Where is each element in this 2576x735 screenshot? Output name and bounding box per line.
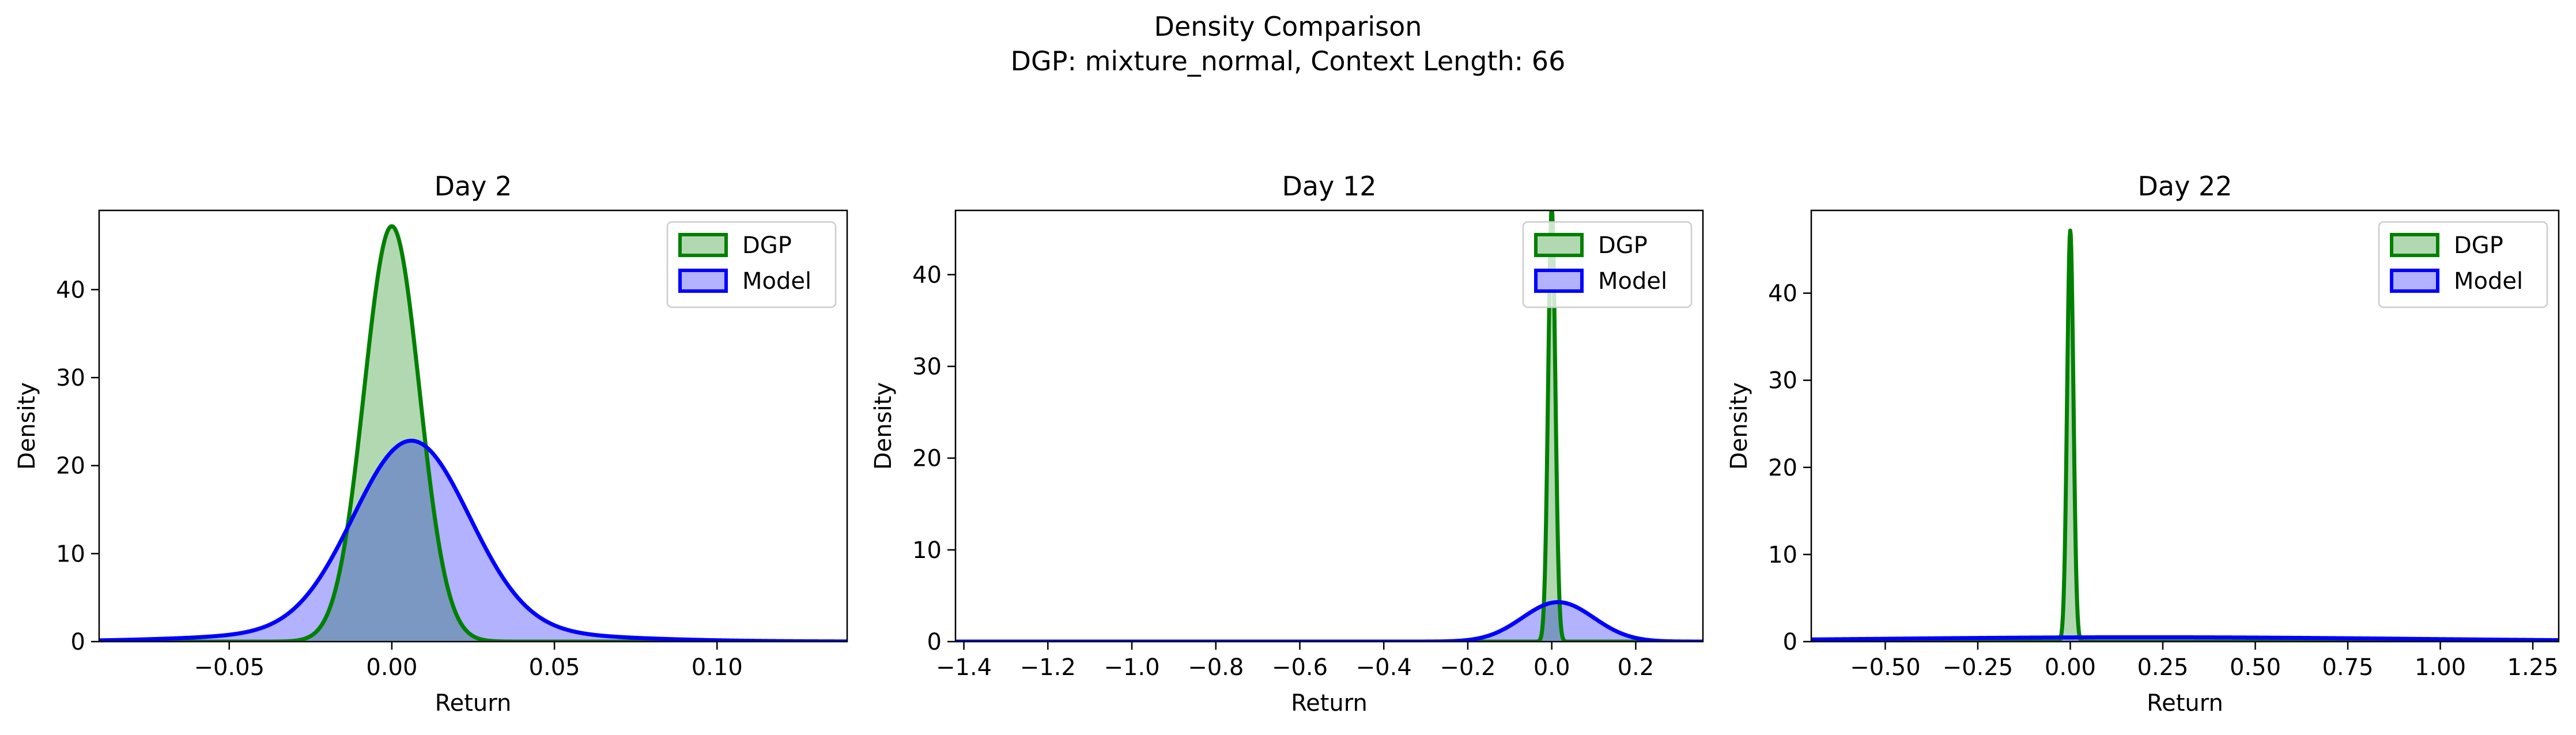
- y-axis-label: Density: [870, 382, 897, 470]
- x-tick-label: −0.50: [1850, 654, 1921, 681]
- plot-area: [955, 210, 1703, 642]
- x-tick-label: 0.10: [692, 654, 743, 681]
- x-tick-label: −0.8: [1188, 654, 1244, 681]
- legend-swatch-dgp: [2390, 233, 2439, 257]
- figure-subtitle: DGP: mixture_normal, Context Length: 66: [1011, 46, 1566, 77]
- y-tick-label: 20: [1768, 455, 1797, 481]
- axes-frame: [1810, 209, 2560, 643]
- axes-frame: [98, 209, 848, 643]
- y-tick-label: 0: [1783, 629, 1797, 655]
- x-tick-label: −1.2: [1020, 654, 1076, 681]
- y-tick-label: 30: [56, 365, 85, 391]
- y-tick-label: 20: [912, 446, 942, 472]
- legend-label: DGP: [2454, 232, 2503, 259]
- y-tick-label: 30: [912, 354, 942, 380]
- x-tick-label: 0.00: [2045, 654, 2096, 681]
- x-tick-label: 0.05: [529, 654, 580, 681]
- model-line: [99, 439, 847, 642]
- y-tick-label: 0: [927, 629, 942, 655]
- legend-swatch-model: [678, 269, 728, 293]
- y-tick-label: 10: [1768, 542, 1797, 568]
- x-tick-label: 0.50: [2230, 654, 2281, 681]
- x-tick-label: −0.6: [1272, 654, 1328, 681]
- model-area: [99, 440, 847, 642]
- x-tick-label: 1.25: [2507, 654, 2559, 681]
- legend-label: DGP: [1598, 232, 1648, 259]
- y-tick-label: 10: [56, 541, 85, 567]
- dgp-area: [955, 210, 1703, 642]
- x-tick-label: −1.4: [936, 654, 992, 681]
- legend-label: Model: [1598, 268, 1667, 295]
- legend-swatch-model: [1534, 269, 1584, 293]
- chart-panel-2: −1.4 −1.2 −1.0 −0.8 −0.6 −0.4 −0.2 0.0 0.2 0 10 20 3…: [870, 171, 1704, 717]
- y-axis-label: Density: [14, 382, 40, 470]
- x-tick-label: −0.4: [1356, 654, 1412, 681]
- overlap-area: [955, 602, 1703, 642]
- chart-title: Day 12: [1282, 171, 1377, 202]
- plot-area: [99, 224, 847, 642]
- y-tick-label: 40: [912, 262, 942, 288]
- x-axis-label: Return: [2147, 690, 2223, 717]
- y-tick-label: 40: [56, 277, 85, 303]
- legend-swatch-dgp: [678, 233, 728, 257]
- x-tick-label: −0.2: [1440, 654, 1495, 681]
- legend: DGP Model: [1522, 221, 1693, 308]
- y-tick-label: 20: [56, 453, 85, 480]
- figure-title: Density Comparison: [1154, 11, 1422, 42]
- model-line: [955, 600, 1703, 642]
- x-axis-label: Return: [435, 690, 512, 717]
- legend-label: Model: [2454, 268, 2523, 295]
- y-tick-label: 10: [912, 537, 942, 564]
- x-tick-label: 0.75: [2322, 654, 2373, 681]
- y-tick-label: 40: [1768, 281, 1797, 307]
- x-tick-label: 0.00: [366, 654, 417, 681]
- model-line: [1811, 635, 2559, 642]
- legend: DGP Model: [2378, 221, 2548, 308]
- chart-panel-3: −0.50 −0.25 0.00 0.25 0.50 0.75 1.00 1.25 0 10 20 3…: [1726, 171, 2560, 717]
- axes-frame: [954, 209, 1704, 643]
- x-tick-label: 1.00: [2415, 654, 2466, 681]
- legend: DGP Model: [666, 221, 837, 308]
- x-tick-label: 0.2: [1618, 654, 1655, 681]
- x-tick-label: 0.0: [1533, 654, 1570, 681]
- chart-title: Day 22: [2138, 171, 2233, 202]
- y-tick-label: 30: [1768, 368, 1797, 394]
- x-tick-label: 0.25: [2137, 654, 2188, 681]
- y-axis-label: Density: [1726, 382, 1752, 470]
- legend-swatch-dgp: [1534, 233, 1584, 257]
- x-tick-label: −0.05: [194, 654, 265, 681]
- plot-area: [1811, 228, 2559, 642]
- legend-label: DGP: [742, 232, 792, 259]
- model-area: [955, 602, 1703, 642]
- x-tick-label: −0.25: [1943, 654, 2014, 681]
- legend-label: Model: [742, 268, 811, 295]
- chart-title: Day 2: [435, 171, 512, 202]
- x-tick-label: −1.0: [1104, 654, 1159, 681]
- y-tick-label: 0: [71, 629, 85, 655]
- legend-swatch-model: [2390, 269, 2439, 293]
- chart-panel-1: −0.05 0.00 0.05 0.10 0 10 20 30 40 Day 2 Return Den…: [14, 171, 848, 717]
- dgp-line: [99, 224, 847, 642]
- x-axis-label: Return: [1291, 690, 1368, 717]
